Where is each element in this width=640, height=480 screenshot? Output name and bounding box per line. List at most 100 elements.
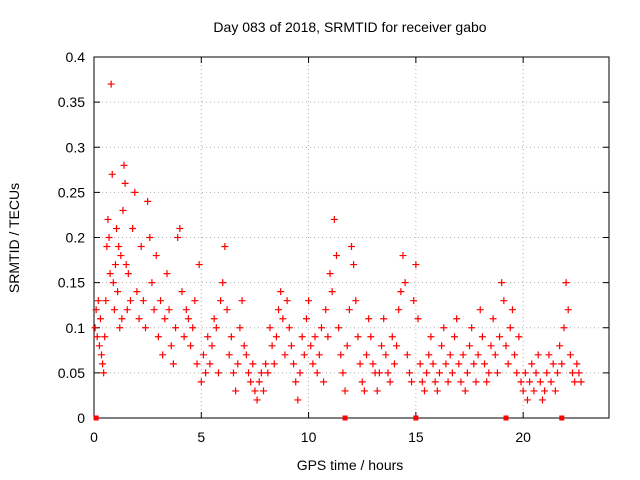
data-point: [423, 369, 431, 377]
data-point: [345, 306, 353, 314]
data-point: [562, 279, 570, 287]
data-point: [133, 288, 141, 296]
data-point: [101, 333, 109, 341]
data-point: [208, 342, 216, 350]
data-point: [322, 306, 330, 314]
data-point: [408, 378, 416, 386]
data-point: [281, 351, 289, 359]
y-axis-ticks: 0 0.05 0.1 0.15 0.2 0.25 0.3 0.35 0.4: [58, 49, 609, 426]
data-point: [135, 315, 143, 323]
y-tick-label: 0.2: [66, 230, 86, 246]
data-point: [388, 333, 396, 341]
data-point: [290, 360, 298, 368]
y-tick-label: 0.05: [58, 365, 85, 381]
data-point: [174, 234, 182, 241]
data-point: [264, 369, 272, 377]
x-axis-ticks: 0 5 10 15 20: [90, 57, 531, 445]
data-point: [225, 351, 233, 359]
data-point: [294, 396, 302, 404]
data-point: [487, 342, 495, 350]
data-point: [335, 324, 343, 332]
data-point: [249, 360, 257, 368]
data-point: [515, 333, 523, 341]
data-point: [343, 342, 351, 350]
data-point: [410, 297, 418, 305]
data-point: [446, 351, 454, 359]
data-point: [483, 378, 491, 386]
data-point: [124, 270, 132, 278]
data-point: [115, 243, 123, 251]
data-point: [117, 252, 125, 260]
data-point: [367, 333, 375, 341]
data-point: [255, 378, 263, 386]
data-point: [517, 378, 525, 386]
data-point: [92, 306, 100, 314]
data-point: [189, 324, 197, 332]
data-point: [528, 360, 536, 368]
data-point: [414, 315, 422, 323]
data-point: [461, 387, 469, 395]
data-point: [109, 279, 117, 287]
data-point: [210, 315, 218, 323]
data-point: [182, 306, 190, 314]
data-point: [232, 387, 240, 395]
data-point: [382, 351, 390, 359]
data-point: [157, 297, 165, 305]
data-point: [93, 333, 101, 341]
data-point: [358, 378, 366, 386]
data-point: [575, 369, 583, 377]
data-point: [429, 360, 437, 368]
data-point: [403, 351, 411, 359]
data-point: [152, 252, 160, 260]
data-point: [534, 351, 542, 359]
data-point: [453, 315, 461, 323]
baseline-marker: [503, 415, 509, 421]
data-point: [251, 387, 259, 395]
data-point: [393, 342, 401, 350]
data-points: [91, 80, 585, 404]
data-point: [268, 342, 276, 350]
data-point: [227, 333, 235, 341]
data-point: [180, 333, 188, 341]
data-point: [451, 333, 458, 341]
data-point: [154, 333, 162, 341]
data-point: [144, 197, 152, 205]
data-point: [169, 360, 177, 368]
data-point: [270, 360, 278, 368]
data-point: [455, 360, 463, 368]
data-point: [139, 297, 147, 305]
data-point: [242, 351, 250, 359]
data-point: [478, 333, 486, 341]
data-point: [384, 369, 392, 377]
y-tick-label: 0.25: [58, 184, 85, 200]
data-point: [405, 369, 413, 377]
data-point: [111, 261, 119, 269]
data-point: [102, 297, 110, 305]
data-point: [106, 270, 114, 278]
data-point: [199, 351, 207, 359]
data-point: [193, 360, 201, 368]
data-point: [474, 351, 482, 359]
data-point: [337, 351, 345, 359]
data-point: [123, 306, 131, 314]
data-point: [229, 369, 237, 377]
data-point: [498, 279, 506, 287]
data-point: [491, 351, 499, 359]
y-tick-label: 0.3: [66, 139, 86, 155]
data-point: [573, 360, 581, 368]
data-point: [504, 360, 512, 368]
data-point: [275, 306, 283, 314]
data-point: [272, 333, 280, 341]
y-tick-label: 0.15: [58, 275, 85, 291]
data-point: [506, 324, 514, 332]
data-point: [513, 369, 521, 377]
data-point: [569, 369, 577, 377]
data-point: [302, 315, 310, 323]
data-point: [98, 351, 106, 359]
data-point: [496, 333, 504, 341]
data-point: [223, 306, 231, 314]
data-point: [363, 351, 371, 359]
data-point: [420, 387, 428, 395]
data-point: [313, 369, 321, 377]
